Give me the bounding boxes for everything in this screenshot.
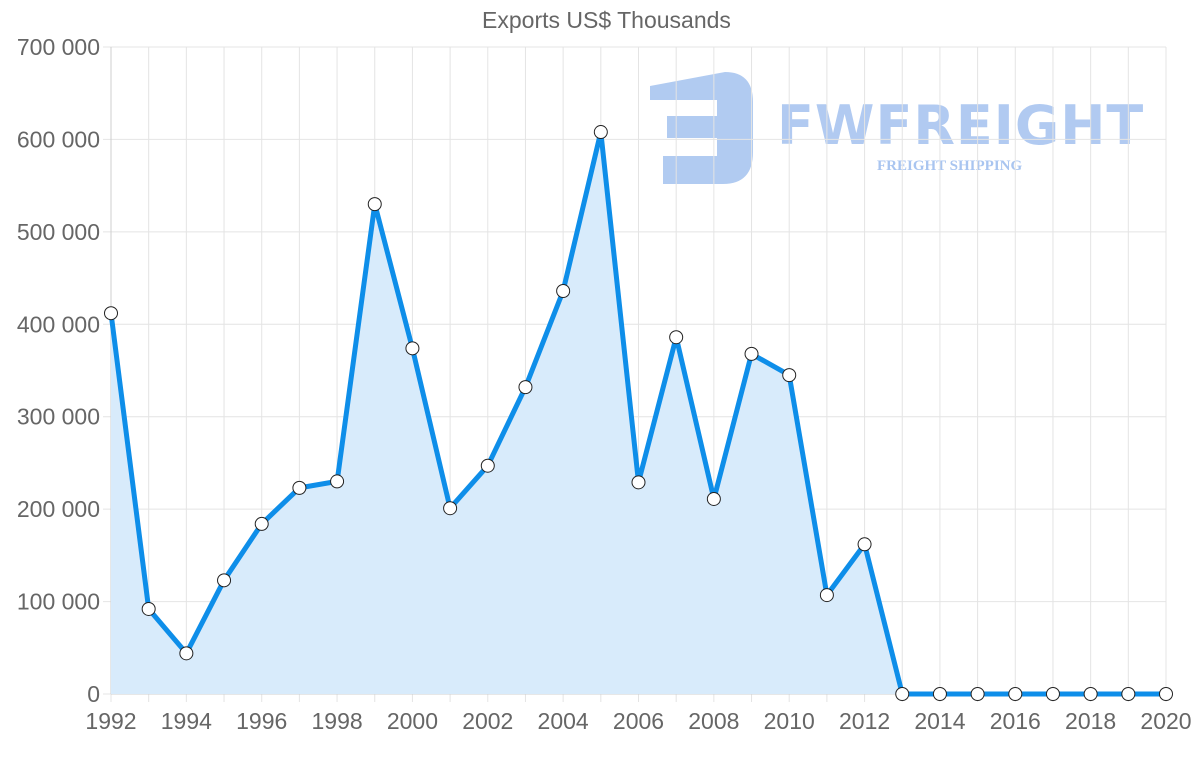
x-tick-label: 2016 [990,708,1041,734]
x-tick-label: 2004 [538,708,589,734]
x-tick-label: 1996 [236,708,287,734]
y-tick-label: 300 000 [17,404,100,430]
data-point[interactable] [518,380,533,395]
data-point[interactable] [744,346,759,361]
y-tick-label: 700 000 [17,34,100,60]
data-point[interactable] [217,573,232,588]
data-point[interactable] [1008,687,1023,701]
x-tick-label: 1992 [85,708,136,734]
y-tick-label: 400 000 [17,311,100,337]
y-axis: 0 100 000 200 000 300 000 400 000 500 000 600 … [17,34,100,707]
data-point[interactable] [706,491,721,506]
data-point[interactable] [669,330,684,345]
data-point[interactable] [1083,687,1098,701]
data-point[interactable] [556,284,571,299]
data-point[interactable] [254,516,269,531]
x-tick-label: 1994 [161,708,212,734]
y-tick-label: 0 [87,681,100,707]
data-point[interactable] [330,474,345,489]
x-tick-label: 2000 [387,708,438,734]
data-point[interactable] [367,197,382,212]
series-area-fill [111,132,1166,694]
data-point[interactable] [782,368,797,383]
data-point[interactable] [1045,687,1060,701]
x-tick-label: 1998 [311,708,362,734]
chart-title: Exports US$ Thousands [482,7,731,33]
x-tick-label: 2008 [688,708,739,734]
x-tick-label: 2020 [1140,708,1191,734]
x-axis: 1992 1994 1996 1998 2000 2002 2004 2006 2008 2010… [85,708,1191,734]
data-point[interactable] [857,537,872,552]
x-tick-label: 2018 [1065,708,1116,734]
y-tick-label: 200 000 [17,496,100,522]
x-tick-label: 2012 [839,708,890,734]
data-point[interactable] [1159,687,1173,701]
data-point[interactable] [292,480,307,495]
data-point[interactable] [443,501,458,516]
data-point[interactable] [104,306,118,321]
data-point[interactable] [819,588,834,603]
y-tick-label: 500 000 [17,219,100,245]
data-point[interactable] [593,125,608,140]
x-tick-label: 2002 [462,708,513,734]
y-tick-label: 600 000 [17,126,100,152]
data-point[interactable] [631,475,646,490]
x-tick-label: 2010 [764,708,815,734]
data-point[interactable] [895,687,910,701]
data-point[interactable] [1121,687,1136,701]
data-point[interactable] [405,341,420,356]
data-point[interactable] [970,687,985,701]
data-point[interactable] [480,458,495,473]
x-tick-label: 2014 [914,708,965,734]
data-points [104,125,1173,701]
data-point[interactable] [932,687,947,701]
data-point[interactable] [141,601,156,616]
data-point[interactable] [179,646,194,661]
x-tick-label: 2006 [613,708,664,734]
y-tick-label: 100 000 [17,589,100,615]
